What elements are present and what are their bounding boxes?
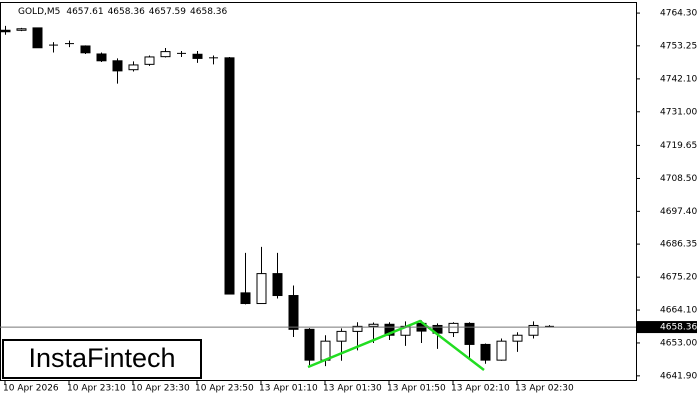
candle-body <box>80 45 91 54</box>
candle-body <box>464 322 475 345</box>
x-tick-label: 13 Apr 01:50 <box>387 384 446 394</box>
x-tick-label: 10 Apr 23:30 <box>131 384 190 394</box>
y-tick-label: 4719.65 <box>660 141 697 151</box>
candle-body <box>496 340 507 361</box>
y-tick-label: 4742.10 <box>660 74 697 84</box>
candle-body <box>240 292 251 305</box>
x-tick-label: 13 Apr 02:30 <box>515 384 574 394</box>
candle-body <box>128 64 139 71</box>
y-tick-label: 4697.40 <box>660 207 697 217</box>
x-tick-label: 13 Apr 01:10 <box>259 384 318 394</box>
x-tick-label: 13 Apr 02:10 <box>451 384 510 394</box>
x-tick-label: 10 Apr 23:10 <box>67 384 126 394</box>
symbol: GOLD,M5 <box>18 7 60 17</box>
x-tick-label: 10 Apr 2026 <box>3 384 59 394</box>
candles <box>0 25 554 367</box>
y-tick-label: 4764.30 <box>660 9 697 19</box>
logo-box <box>2 339 202 379</box>
candle-body <box>512 334 523 342</box>
candle-body <box>160 51 171 58</box>
header-open: 4657.61 <box>66 7 103 17</box>
candle-body <box>304 328 315 361</box>
candle-body <box>368 323 379 327</box>
candle-body <box>352 325 363 332</box>
header-low: 4657.59 <box>149 7 186 17</box>
y-tick-label: 4686.35 <box>660 240 697 250</box>
candle-body <box>96 53 107 62</box>
y-tick-label: 4753.25 <box>660 41 697 51</box>
header-high: 4658.36 <box>108 7 145 17</box>
candle-body <box>384 323 395 336</box>
y-tick-label: 4664.10 <box>660 306 697 316</box>
x-tick-label: 13 Apr 01:30 <box>323 384 382 394</box>
logo: InstaFintech <box>28 343 175 373</box>
y-tick-label: 4675.20 <box>660 273 697 283</box>
candle-body <box>32 27 43 49</box>
candle-body <box>480 343 491 361</box>
candle-body <box>112 60 123 72</box>
candle-body <box>16 28 27 31</box>
candle-body <box>224 57 235 295</box>
y-tick-label: 4653.00 <box>660 338 697 348</box>
current-price-box <box>637 321 697 334</box>
header-close: 4658.36 <box>190 7 227 17</box>
candle-body <box>272 273 283 297</box>
candle-body <box>192 53 203 59</box>
x-tick-label: 10 Apr 23:50 <box>195 384 254 394</box>
current-price-label: 4658.36 <box>660 323 697 333</box>
y-tick-label: 4731.00 <box>660 107 697 117</box>
candle-body <box>0 29 11 33</box>
y-tick-label: 4641.90 <box>660 371 697 381</box>
candle-body <box>144 56 155 65</box>
pattern-line <box>307 319 485 371</box>
candle-body <box>288 295 299 330</box>
candle-body <box>336 330 347 342</box>
candle-body <box>448 322 459 334</box>
plot-frame <box>0 2 637 381</box>
chart-header: GOLD,M5 4657.61 4658.36 4657.59 4658.36 <box>18 7 228 17</box>
candle-body <box>528 324 539 336</box>
candle-body <box>256 273 267 305</box>
y-tick-label: 4708.50 <box>660 174 697 184</box>
